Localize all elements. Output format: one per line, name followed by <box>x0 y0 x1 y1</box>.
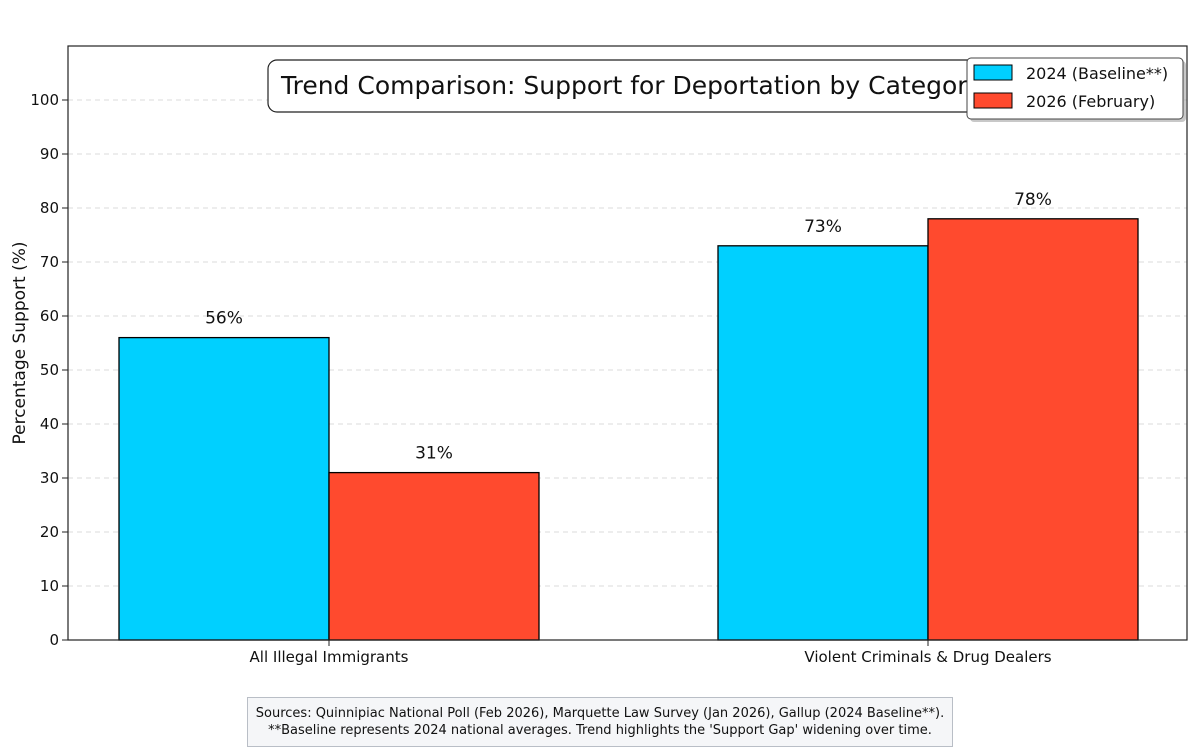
y-axis-ticks: 0 10 20 30 40 50 60 70 80 90 100 <box>30 91 68 649</box>
legend-label-2024: 2024 (Baseline**) <box>1026 64 1168 83</box>
y-tick-label: 20 <box>40 523 59 541</box>
chart-title-box: Trend Comparison: Support for Deportatio… <box>267 59 1029 113</box>
y-tick-label: 90 <box>40 145 59 163</box>
y-axis-label: Percentage Support (%) <box>10 241 30 444</box>
legend-swatch-2024 <box>973 64 1013 81</box>
y-tick-label: 70 <box>40 253 59 271</box>
bar-2026-violent-criminals <box>927 218 1139 641</box>
bar-value-label: 73% <box>804 217 842 237</box>
legend-label-2026: 2026 (February) <box>1026 92 1155 111</box>
bar-chart: 56% 31% 73% 78% 0 10 20 30 40 50 60 70 80 90 100 All … <box>10 45 1188 666</box>
bar-value-label: 56% <box>205 309 243 329</box>
sources-line: Sources: Quinnipiac National Poll (Feb 2… <box>255 706 945 721</box>
bar-value-label: 31% <box>415 444 453 464</box>
baseline-note-line: **Baseline represents 2024 national aver… <box>268 723 932 738</box>
bar-2024-violent-criminals <box>717 245 929 641</box>
bars <box>118 218 1139 641</box>
bar-2024-all-illegal-immigrants <box>118 336 330 641</box>
y-tick-label: 30 <box>40 469 59 487</box>
legend: 2024 (Baseline**) 2026 (February) <box>966 57 1186 122</box>
sources-footnote: Sources: Quinnipiac National Poll (Feb 2… <box>247 697 953 747</box>
x-axis-ticks: All Illegal Immigrants Violent Criminals … <box>250 640 1052 666</box>
legend-swatch-2026 <box>973 92 1013 109</box>
value-labels: 56% 31% 73% 78% <box>205 190 1052 464</box>
x-tick-label: All Illegal Immigrants <box>250 648 409 666</box>
y-tick-label: 50 <box>40 361 59 379</box>
y-tick-label: 40 <box>40 415 59 433</box>
y-tick-label: 10 <box>40 577 59 595</box>
chart-title: Trend Comparison: Support for Deportatio… <box>280 71 983 100</box>
y-tick-label: 0 <box>49 631 59 649</box>
x-tick-label: Violent Criminals & Drug Dealers <box>804 648 1051 666</box>
y-tick-label: 100 <box>30 91 59 109</box>
plot-area-frame <box>67 45 1188 641</box>
bar-2026-all-illegal-immigrants <box>328 471 540 641</box>
y-tick-label: 60 <box>40 307 59 325</box>
bar-value-label: 78% <box>1014 190 1052 210</box>
y-tick-label: 80 <box>40 199 59 217</box>
